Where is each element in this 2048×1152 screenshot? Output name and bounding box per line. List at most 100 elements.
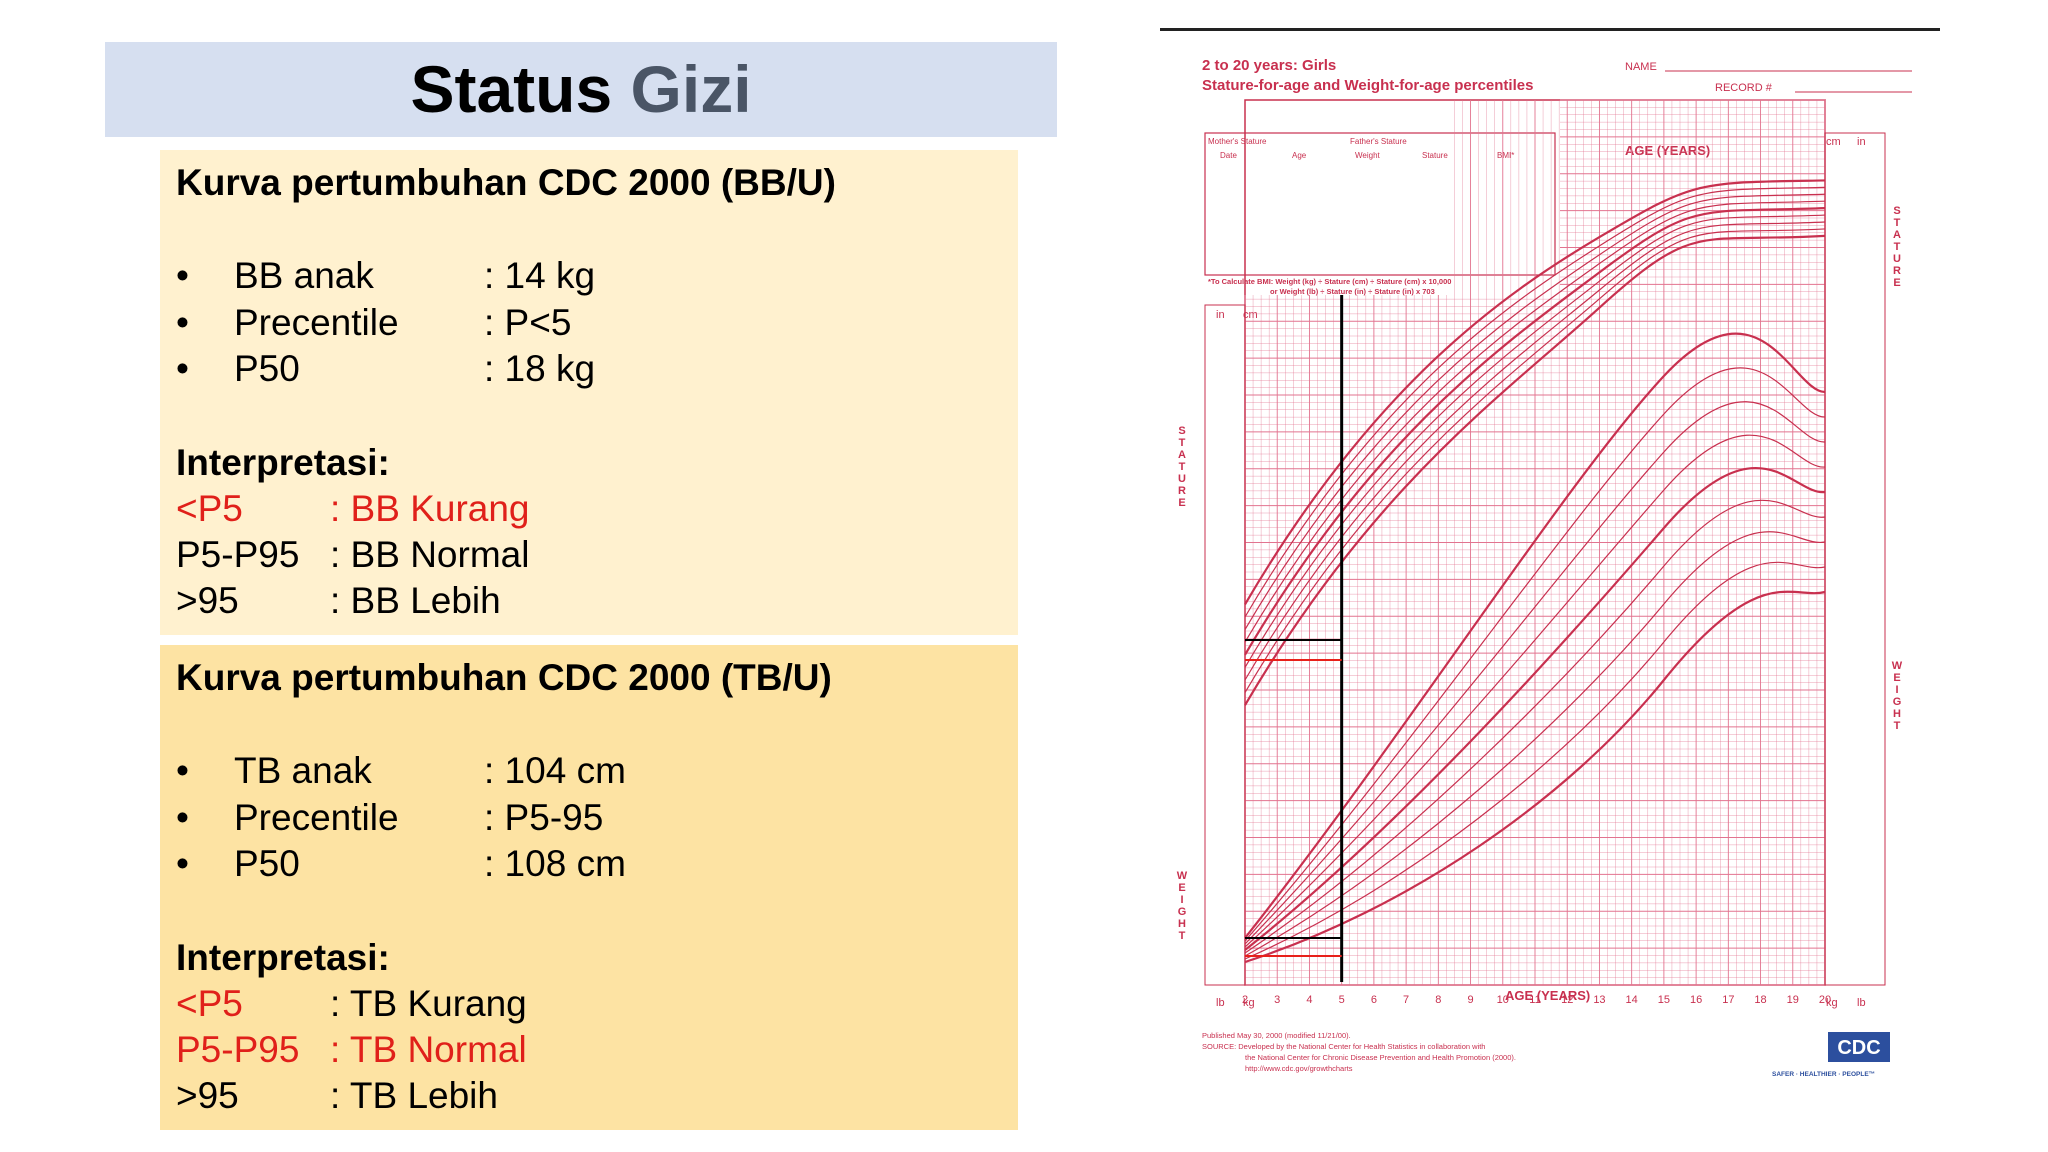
interp-text: : BB Kurang: [330, 488, 530, 529]
panel-tb-u: Kurva pertumbuhan CDC 2000 (TB/U) • TB a…: [160, 645, 1018, 1130]
interp-code: P5-P95: [176, 534, 300, 575]
weight-percentile-curve: [1244, 499, 1826, 954]
name-label: NAME: [1625, 61, 1657, 73]
age-label-bottom: AGE (YEARS): [1505, 988, 1590, 1003]
bullet: •: [176, 302, 189, 343]
age-tick-label: 20: [1819, 994, 1831, 1006]
interpretation-heading: Interpretasi:: [176, 937, 390, 978]
weight-percentile-curve: [1244, 434, 1826, 948]
top-rule: [1160, 28, 1940, 31]
stature-percentile-curve: [1244, 193, 1826, 630]
age-tick-label: 10: [1497, 994, 1509, 1006]
cdc-logo-text: CDC: [1837, 1037, 1880, 1059]
age-ticks: 2 3 4 5 6 7 8 9 10 11 12 13 14 15 16 17 18 19 20: [1242, 994, 1831, 1006]
panel-title: Kurva pertumbuhan CDC 2000 (TB/U): [176, 657, 832, 698]
age-tick-label: 7: [1403, 994, 1409, 1006]
item-value: : 104 cm: [484, 750, 626, 791]
footer-line-1: Published May 30, 2000 (modified 11/21/0…: [1202, 1031, 1351, 1040]
age-tick-label: 18: [1754, 994, 1766, 1006]
panel-title: Kurva pertumbuhan CDC 2000 (BB/U): [176, 162, 836, 203]
chart-grid: [1204, 99, 1886, 986]
footer-line-4: http://www.cdc.gov/growthcharts: [1245, 1064, 1353, 1073]
age-label-top: AGE (YEARS): [1625, 143, 1710, 158]
unit-in-label: in: [1216, 309, 1225, 321]
stature-percentile-curve: [1244, 221, 1826, 681]
interp-text: : TB Normal: [330, 1029, 527, 1070]
interp-code: P5-P95: [176, 1029, 300, 1070]
bullet: •: [176, 843, 189, 884]
col-stature: Stature: [1422, 151, 1448, 160]
title-word-1: Status: [410, 52, 613, 126]
panel-bb-u: Kurva pertumbuhan CDC 2000 (BB/U) • BB a…: [160, 150, 1018, 635]
cdc-chart-svg: 2 to 20 years: Girls Stature-for-age and…: [1176, 57, 1912, 1078]
record-label: RECORD #: [1715, 82, 1773, 94]
item-label: BB anak: [234, 255, 374, 296]
weight-percentile-curve: [1244, 466, 1826, 951]
age-tick-label: 19: [1787, 994, 1799, 1006]
stature-percentile-curve: [1244, 228, 1826, 693]
age-tick-label: 5: [1339, 994, 1345, 1006]
interp-text: : TB Kurang: [330, 983, 527, 1024]
footer-line-3: the National Center for Chronic Disease …: [1245, 1053, 1516, 1062]
age-tick-label: 8: [1435, 994, 1441, 1006]
unit-kg-right: kg: [1826, 997, 1838, 1009]
child-markers: [1245, 295, 1344, 982]
age-tick-label: 13: [1593, 994, 1605, 1006]
weight-label-left: WEIGHT: [1176, 870, 1188, 942]
col-date: Date: [1220, 151, 1237, 160]
age-tick-label: 6: [1371, 994, 1377, 1006]
age-tick-label: 15: [1658, 994, 1670, 1006]
unit-kg-label: kg: [1243, 997, 1255, 1009]
item-value: : 108 cm: [484, 843, 626, 884]
item-label: Precentile: [234, 797, 399, 838]
percentile-curves: [1244, 179, 1826, 964]
interp-text: : BB Normal: [330, 534, 530, 575]
interp-code: <P5: [176, 488, 243, 529]
weight-percentile-curve: [1244, 561, 1826, 960]
stature-percentile-curve: [1244, 179, 1826, 605]
unit-in-right: in: [1857, 136, 1866, 148]
cdc-slogan: SAFER · HEALTHIER · PEOPLE™: [1772, 1071, 1875, 1078]
footer-line-2: SOURCE: Developed by the National Center…: [1202, 1042, 1485, 1051]
bmi-note-1: *To Calculate BMI: Weight (kg) ÷ Stature…: [1208, 277, 1451, 286]
stature-percentile-curve: [1244, 200, 1826, 643]
col-weight: Weight: [1355, 151, 1381, 160]
left-scale-box: [1204, 304, 1246, 986]
weight-percentile-curve: [1244, 531, 1826, 957]
col-age: Age: [1292, 151, 1307, 160]
title-word-2: Gizi: [630, 52, 752, 126]
age-tick-label: 2: [1242, 994, 1248, 1006]
stature-label-right: STATURE: [1891, 205, 1903, 289]
weight-label-right: WEIGHT: [1891, 660, 1903, 732]
interpretation-heading: Interpretasi:: [176, 442, 390, 483]
slide-title: Status Gizi: [105, 42, 1057, 137]
interp-code: >95: [176, 580, 239, 621]
interp-code: <P5: [176, 983, 243, 1024]
item-label: P50: [234, 843, 300, 884]
stature-percentile-curve: [1244, 214, 1826, 668]
age-tick-label: 17: [1722, 994, 1734, 1006]
unit-cm-right: cm: [1826, 136, 1841, 148]
stature-percentile-curve: [1244, 234, 1826, 706]
weight-percentile-curve: [1244, 401, 1826, 945]
bullet: •: [176, 348, 189, 389]
age-tick-label: 16: [1690, 994, 1702, 1006]
weight-percentile-curve: [1244, 590, 1826, 964]
item-value: : P5-95: [484, 797, 604, 838]
unit-cm-label: cm: [1243, 309, 1258, 321]
chart-header-2: Stature-for-age and Weight-for-age perce…: [1202, 77, 1533, 94]
age-tick-label: 9: [1467, 994, 1473, 1006]
interp-code: >95: [176, 1075, 239, 1116]
age-tick-label: 4: [1306, 994, 1312, 1006]
bullet: •: [176, 255, 189, 296]
weight-percentile-curve: [1244, 367, 1826, 942]
item-label: TB anak: [234, 750, 372, 791]
bmi-note-2: or Weight (lb) ÷ Stature (in) ÷ Stature …: [1270, 287, 1435, 296]
father-stature-label: Father's Stature: [1350, 137, 1407, 146]
age-tick-label: 11: [1529, 994, 1540, 1006]
weight-percentile-curve: [1244, 332, 1826, 939]
item-value: : P<5: [484, 302, 572, 343]
unit-lb-right: lb: [1857, 997, 1866, 1009]
stature-label-left: STATURE: [1176, 425, 1188, 509]
chart-header-1: 2 to 20 years: Girls: [1202, 57, 1336, 74]
